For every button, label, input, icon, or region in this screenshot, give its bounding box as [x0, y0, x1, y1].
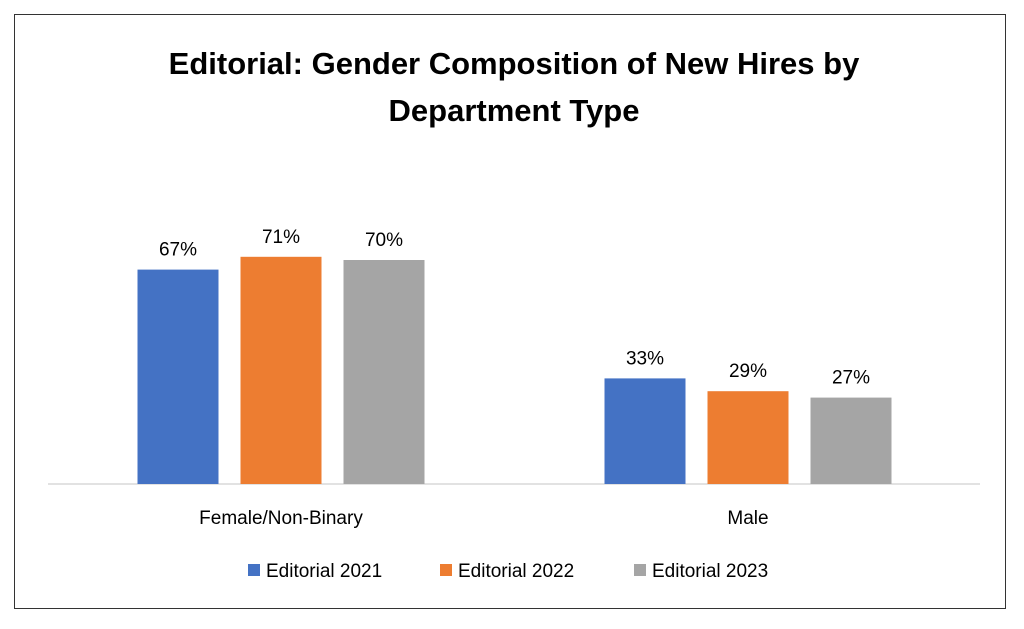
data-label-editorial-2023-female-non-binary: 70% — [365, 230, 403, 251]
bar-editorial-2021-male — [604, 378, 686, 484]
data-label-editorial-2022-female-non-binary: 71% — [262, 227, 300, 248]
bar-editorial-2022-female-non-binary — [240, 256, 322, 484]
legend-swatch-editorial-2022 — [440, 564, 452, 576]
bar-editorial-2023-male — [810, 397, 892, 484]
bar-editorial-2021-female-non-binary — [137, 269, 219, 484]
category-label-female-non-binary: Female/Non-Binary — [199, 508, 363, 529]
data-label-editorial-2021-male: 33% — [626, 348, 664, 369]
data-label-editorial-2021-female-non-binary: 67% — [159, 240, 197, 261]
legend-label-editorial-2021: Editorial 2021 — [266, 561, 382, 582]
data-label-editorial-2023-male: 27% — [832, 368, 870, 389]
chart-title-line-2: Department Type — [389, 93, 640, 128]
legend: Editorial 2021 Editorial 2022 Editorial 20… — [248, 561, 768, 582]
plot-area: 67% 71% 70% Female/Non-Binary 33% 29% 27% Male — [48, 227, 980, 529]
data-label-editorial-2022-male: 29% — [729, 361, 767, 382]
chart-title: Editorial: Gender Composition of New Hir… — [169, 46, 860, 128]
legend-label-editorial-2022: Editorial 2022 — [458, 561, 574, 582]
legend-swatch-editorial-2023 — [634, 564, 646, 576]
bar-editorial-2022-male — [707, 391, 789, 484]
category-label-male: Male — [727, 508, 768, 529]
chart-title-line-1: Editorial: Gender Composition of New Hir… — [169, 46, 860, 81]
legend-label-editorial-2023: Editorial 2023 — [652, 561, 768, 582]
legend-swatch-editorial-2021 — [248, 564, 260, 576]
bar-editorial-2023-female-non-binary — [343, 260, 425, 484]
